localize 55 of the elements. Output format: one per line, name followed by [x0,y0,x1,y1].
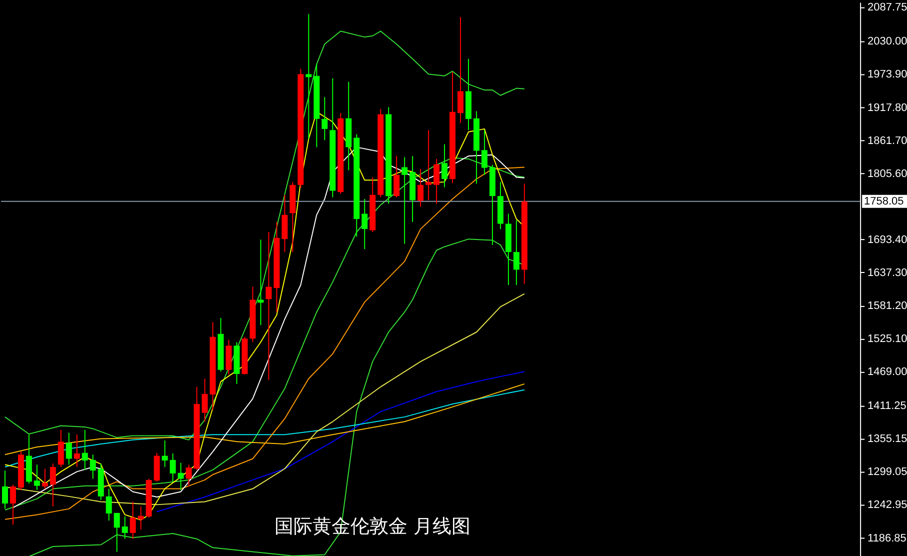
y-tick-label: 1186.85 [868,532,906,544]
candlestick [58,429,64,468]
candlestick [434,158,440,204]
y-tick-label: 1917.80 [868,102,907,114]
y-tick-label: 1693.40 [868,234,907,246]
candlestick [186,464,192,487]
candlestick [457,16,464,124]
candlestick [2,470,8,510]
candlestick [178,462,184,490]
candlestick [426,130,432,201]
candlestick [114,512,120,552]
candlestick [266,232,272,380]
y-tick-label: 1581.20 [868,300,907,312]
line-series [4,30,525,440]
candlestick [258,239,264,326]
candlestick [42,468,48,490]
candlestick [394,156,400,198]
y-tick-label: 1637.30 [868,266,907,279]
candlestick [90,454,96,480]
candlestick [322,96,328,141]
candlestick [402,156,408,244]
candlestick [202,378,208,422]
y-tick-label: 2087.75 [868,2,907,14]
y-tick-label: 1525.10 [868,333,907,346]
candlestick [362,198,368,250]
candlestick [34,464,40,490]
y-tick-label: 1469.00 [868,366,907,378]
y-tick-label: 1411.25 [868,400,906,412]
candlestick [130,501,136,540]
candlestick [106,488,112,522]
line-series [4,383,525,456]
candlestick [170,452,176,482]
y-tick-label: 1299.05 [868,466,907,478]
candlestick [513,220,520,286]
candlestick [10,484,16,526]
candlestick [418,168,424,208]
line-series [156,371,525,512]
candlestick [481,130,488,176]
candlestick [50,462,56,507]
candlestick [442,144,448,188]
candlestick [162,440,168,468]
y-tick-label: 1805.60 [868,168,907,180]
y-tick-label: 2030.00 [868,36,907,48]
candlestick [306,14,312,140]
candlestick [138,506,144,530]
y-tick-label: 1973.90 [868,68,907,81]
y-tick-label: 1861.70 [868,134,907,147]
line-series [4,389,525,468]
candlestick [74,434,80,468]
ref-line-label: 1758.05 [864,195,904,208]
y-tick-label: 1242.95 [868,499,907,512]
y-tick-label: 1355.15 [868,433,907,446]
candlestick [122,516,128,540]
candlestick [66,432,72,466]
candlestick [82,429,88,470]
